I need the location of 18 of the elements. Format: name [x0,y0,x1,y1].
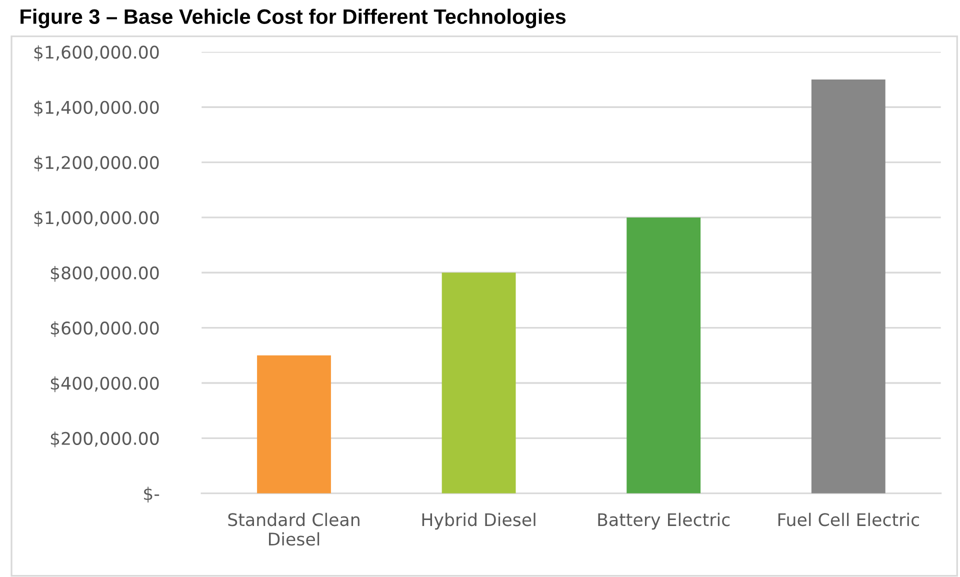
y-tick-label: $800,000.00 [50,266,159,282]
y-tick-label: $1,000,000.00 [34,210,159,227]
x-tick-label: Battery Electric [598,512,730,530]
bar [257,355,331,494]
y-tick-label: $600,000.00 [50,321,159,337]
x-tick-label: Standard Clean Diesel [228,512,360,546]
bar [811,80,886,494]
bar [442,272,516,494]
y-tick-label: $200,000.00 [50,432,159,448]
y-tick-label: $1,400,000.00 [34,100,159,116]
chart-title: Figure 3 – Base Vehicle Cost for Different Technologies [20,8,566,28]
x-tick-label: Hybrid Diesel [422,512,536,530]
y-tick-label: $1,200,000.00 [34,156,159,172]
x-tick-label: Fuel Cell Electric [778,512,920,526]
y-tick-label: $400,000.00 [50,376,159,392]
bar [626,217,701,494]
y-tick-label: $- [144,486,160,502]
y-tick-label: $1,600,000.00 [34,45,159,62]
